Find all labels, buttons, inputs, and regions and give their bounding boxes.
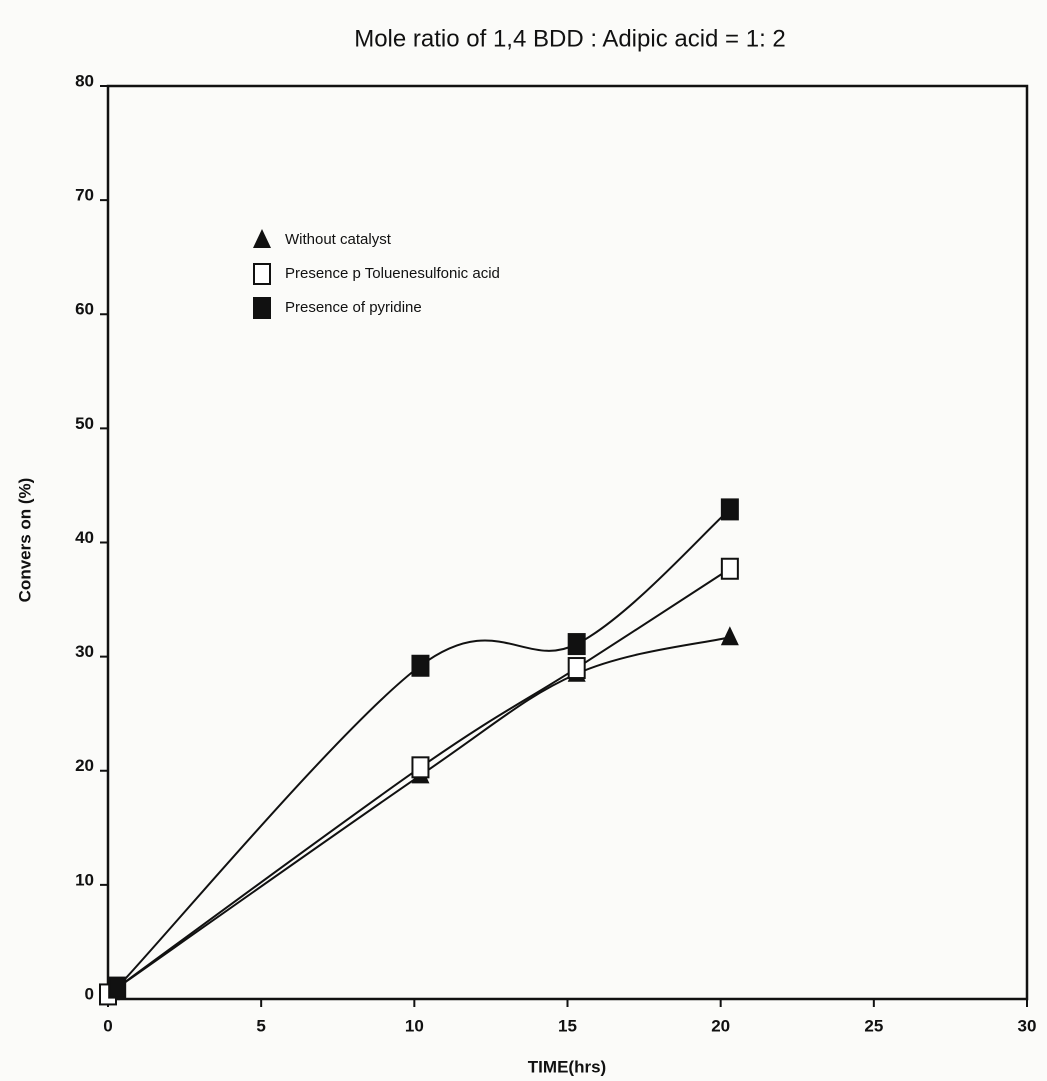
legend-marker [253,229,271,248]
x-tick-label: 5 [256,1016,265,1035]
data-point [720,498,739,521]
x-tick-label: 20 [711,1016,730,1035]
y-tick-label: 20 [75,756,94,775]
legend-label: Without catalyst [285,231,392,248]
y-axis-label: Convers on (%) [15,478,34,603]
plot-frame [106,84,1029,1001]
y-tick-label: 60 [75,300,94,319]
x-tick-label: 10 [405,1016,424,1035]
x-tick-label: 0 [103,1016,112,1035]
x-axis-label: TIME(hrs) [528,1057,606,1076]
y-tick-label: 10 [75,870,94,889]
legend-label: Presence p Toluenesulfonic acid [285,265,500,282]
y-tick-label: 80 [75,71,94,90]
data-point [567,633,586,656]
data-point [567,657,586,680]
series-line [107,567,731,996]
data-point [720,626,739,646]
y-tick-label: 0 [85,984,94,1003]
x-tick-label: 30 [1018,1016,1037,1035]
legend-marker [253,263,271,285]
legend-label: Presence of pyridine [285,299,422,316]
series-line [110,636,731,993]
y-tick-label: 40 [75,528,94,547]
chart-title: Mole ratio of 1,4 BDD : Adipic acid = 1:… [354,25,786,52]
y-tick-label: 30 [75,642,94,661]
x-tick-label: 15 [558,1016,577,1035]
y-tick-label: 70 [75,186,94,205]
legend-marker [253,297,271,319]
data-point [411,756,430,779]
series-line [116,508,731,989]
y-tick-label: 50 [75,414,94,433]
data-point [108,976,127,999]
data-point [720,557,739,580]
x-tick-label: 25 [864,1016,883,1035]
data-point [411,654,430,677]
